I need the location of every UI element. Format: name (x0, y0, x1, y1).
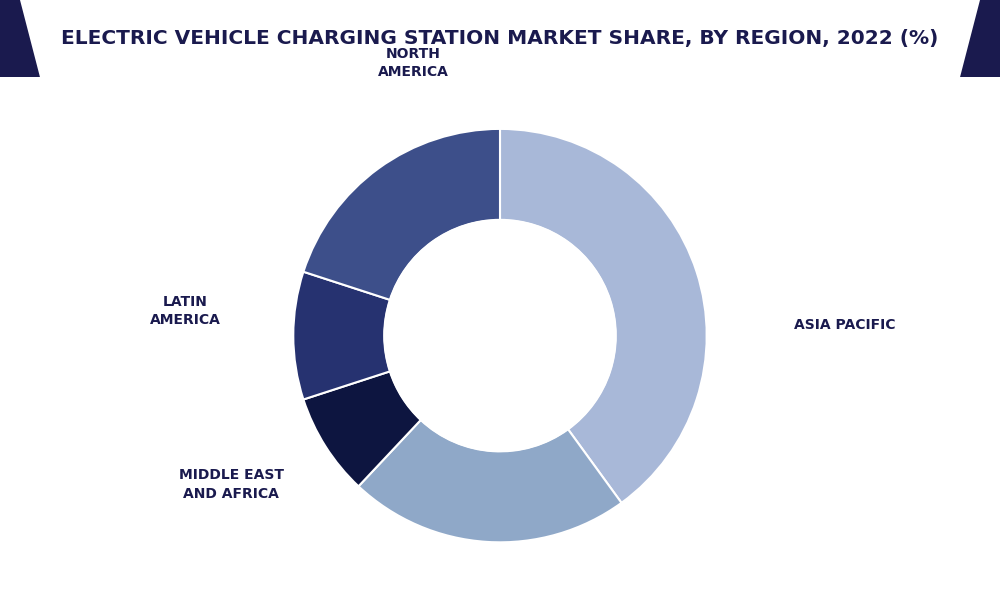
Wedge shape (500, 129, 707, 503)
Polygon shape (20, 0, 980, 77)
Text: LATIN
AMERICA: LATIN AMERICA (150, 295, 221, 327)
Circle shape (384, 220, 616, 451)
Text: NORTH
AMERICA: NORTH AMERICA (378, 46, 449, 79)
Wedge shape (303, 129, 500, 300)
Text: ASIA PACIFIC: ASIA PACIFIC (794, 318, 895, 332)
Wedge shape (358, 420, 622, 542)
Text: MIDDLE EAST
AND AFRICA: MIDDLE EAST AND AFRICA (179, 468, 284, 501)
Wedge shape (293, 271, 390, 400)
Text: ELECTRIC VEHICLE CHARGING STATION MARKET SHARE, BY REGION, 2022 (%): ELECTRIC VEHICLE CHARGING STATION MARKET… (61, 29, 939, 48)
Wedge shape (303, 371, 421, 486)
